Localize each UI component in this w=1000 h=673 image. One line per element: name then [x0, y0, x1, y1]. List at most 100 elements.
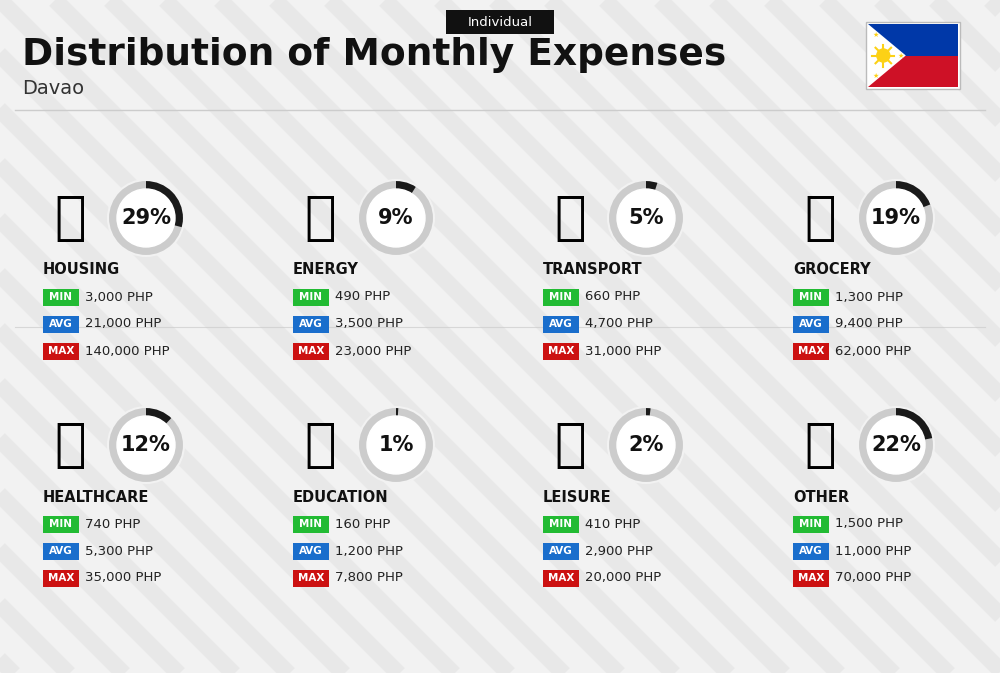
Text: 5%: 5% — [628, 208, 664, 228]
Text: MIN: MIN — [50, 292, 72, 302]
Circle shape — [117, 189, 175, 247]
FancyBboxPatch shape — [43, 289, 79, 306]
Circle shape — [117, 416, 175, 474]
Wedge shape — [146, 180, 184, 227]
FancyBboxPatch shape — [543, 569, 579, 586]
Text: 70,000 PHP: 70,000 PHP — [835, 571, 911, 584]
Text: 29%: 29% — [121, 208, 171, 228]
FancyBboxPatch shape — [866, 22, 960, 89]
Wedge shape — [396, 407, 398, 416]
FancyBboxPatch shape — [446, 10, 554, 34]
FancyBboxPatch shape — [543, 316, 579, 332]
Circle shape — [867, 189, 925, 247]
Text: 🚌: 🚌 — [554, 192, 586, 244]
Text: HEALTHCARE: HEALTHCARE — [43, 489, 149, 505]
Text: Davao: Davao — [22, 79, 84, 98]
Polygon shape — [868, 55, 958, 87]
Text: 🔌: 🔌 — [304, 192, 336, 244]
Text: AVG: AVG — [549, 546, 573, 556]
Text: 1,300 PHP: 1,300 PHP — [835, 291, 903, 304]
Text: 3,500 PHP: 3,500 PHP — [335, 318, 403, 330]
Text: 4,700 PHP: 4,700 PHP — [585, 318, 653, 330]
Wedge shape — [896, 180, 931, 207]
Text: MIN: MIN — [800, 519, 822, 529]
Text: MAX: MAX — [798, 346, 824, 356]
Text: TRANSPORT: TRANSPORT — [543, 262, 643, 277]
Text: 660 PHP: 660 PHP — [585, 291, 640, 304]
Text: 140,000 PHP: 140,000 PHP — [85, 345, 170, 357]
FancyBboxPatch shape — [793, 289, 829, 306]
Text: 35,000 PHP: 35,000 PHP — [85, 571, 161, 584]
Text: 20,000 PHP: 20,000 PHP — [585, 571, 661, 584]
Text: MIN: MIN — [300, 292, 322, 302]
Text: OTHER: OTHER — [793, 489, 849, 505]
FancyBboxPatch shape — [293, 343, 329, 359]
Text: 11,000 PHP: 11,000 PHP — [835, 544, 911, 557]
Text: 2%: 2% — [628, 435, 664, 455]
Wedge shape — [146, 407, 172, 424]
FancyBboxPatch shape — [793, 516, 829, 532]
Text: AVG: AVG — [49, 319, 73, 329]
Wedge shape — [896, 407, 933, 439]
Text: 9,400 PHP: 9,400 PHP — [835, 318, 903, 330]
Text: 1%: 1% — [378, 435, 414, 455]
Text: 19%: 19% — [871, 208, 921, 228]
Text: Individual: Individual — [468, 15, 532, 28]
Text: MAX: MAX — [48, 573, 74, 583]
FancyBboxPatch shape — [793, 542, 829, 559]
Text: 22%: 22% — [871, 435, 921, 455]
FancyBboxPatch shape — [43, 343, 79, 359]
FancyBboxPatch shape — [293, 569, 329, 586]
Text: MIN: MIN — [550, 519, 572, 529]
Wedge shape — [358, 407, 434, 483]
Wedge shape — [608, 180, 684, 256]
Wedge shape — [608, 407, 684, 483]
Text: 💰: 💰 — [804, 419, 836, 471]
Text: 🎓: 🎓 — [304, 419, 336, 471]
Text: 160 PHP: 160 PHP — [335, 518, 390, 530]
Text: MAX: MAX — [298, 346, 324, 356]
Text: 9%: 9% — [378, 208, 414, 228]
Text: 740 PHP: 740 PHP — [85, 518, 140, 530]
Text: 1,200 PHP: 1,200 PHP — [335, 544, 403, 557]
FancyBboxPatch shape — [543, 516, 579, 532]
FancyBboxPatch shape — [293, 316, 329, 332]
Text: MAX: MAX — [798, 573, 824, 583]
Text: ★: ★ — [897, 52, 904, 59]
Wedge shape — [858, 180, 934, 256]
Text: 23,000 PHP: 23,000 PHP — [335, 345, 411, 357]
Text: AVG: AVG — [799, 546, 823, 556]
Wedge shape — [108, 407, 184, 483]
Text: MIN: MIN — [800, 292, 822, 302]
Text: MIN: MIN — [300, 519, 322, 529]
Text: 5,300 PHP: 5,300 PHP — [85, 544, 153, 557]
Text: 2,900 PHP: 2,900 PHP — [585, 544, 653, 557]
Circle shape — [617, 189, 675, 247]
Text: 62,000 PHP: 62,000 PHP — [835, 345, 911, 357]
Circle shape — [367, 189, 425, 247]
FancyBboxPatch shape — [543, 289, 579, 306]
Text: MAX: MAX — [548, 346, 574, 356]
FancyBboxPatch shape — [793, 569, 829, 586]
Wedge shape — [646, 407, 651, 416]
Text: MIN: MIN — [550, 292, 572, 302]
Text: 7,800 PHP: 7,800 PHP — [335, 571, 403, 584]
FancyBboxPatch shape — [43, 316, 79, 332]
Text: ★: ★ — [873, 32, 879, 38]
FancyBboxPatch shape — [43, 569, 79, 586]
Text: AVG: AVG — [549, 319, 573, 329]
Text: AVG: AVG — [299, 546, 323, 556]
Text: MIN: MIN — [50, 519, 72, 529]
Text: MAX: MAX — [48, 346, 74, 356]
Text: ★: ★ — [873, 73, 879, 79]
Text: 1,500 PHP: 1,500 PHP — [835, 518, 903, 530]
Text: AVG: AVG — [49, 546, 73, 556]
Text: EDUCATION: EDUCATION — [293, 489, 389, 505]
FancyBboxPatch shape — [293, 289, 329, 306]
Text: 490 PHP: 490 PHP — [335, 291, 390, 304]
Text: 410 PHP: 410 PHP — [585, 518, 640, 530]
Text: MAX: MAX — [298, 573, 324, 583]
Circle shape — [367, 416, 425, 474]
Polygon shape — [868, 24, 906, 87]
Text: AVG: AVG — [299, 319, 323, 329]
